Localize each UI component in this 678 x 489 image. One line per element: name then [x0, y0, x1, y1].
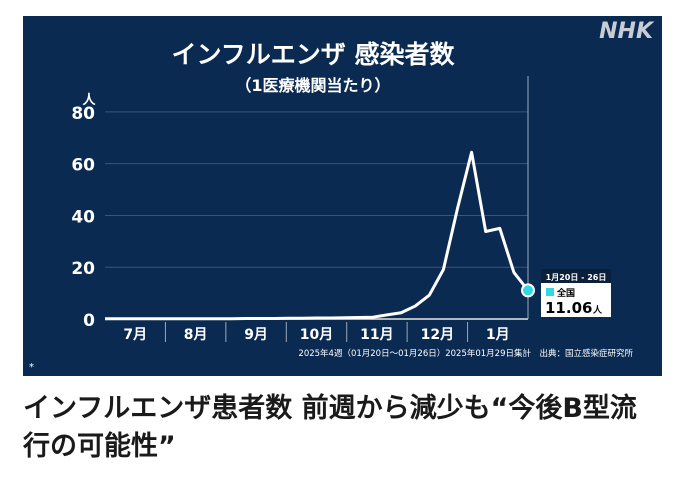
callout-unit: 人 [592, 304, 603, 316]
grid-lines [105, 76, 529, 320]
y-tick-label: 60 [71, 156, 95, 176]
article-headline[interactable]: インフルエンザ患者数 前週から減少も“今後B型流行の可能性” [23, 393, 637, 462]
callout-legend-swatch [546, 288, 554, 296]
month-label: 12月 [421, 327, 454, 343]
nhk-logo: NHK [599, 19, 655, 44]
month-label: 8月 [184, 327, 208, 343]
month-label: 11月 [360, 327, 393, 343]
chart-title: インフルエンザ 感染者数 [172, 40, 456, 69]
source-note: 2025年4週（01月20日〜01月26日）2025年01月29日集計 出典：国… [298, 348, 633, 359]
month-label: 9月 [244, 327, 268, 343]
month-label: 7月 [123, 327, 147, 343]
callout-series-name: 全国 [556, 287, 575, 299]
callout-header-bg [541, 269, 611, 283]
y-tick-label: 20 [71, 259, 95, 279]
chart-panel: インフルエンザ 感染者数 （1医療機関当たり） NHK 人 7月 8月 9月 10月 1… [23, 16, 662, 376]
callout-period: 1月20日 - 26日 [546, 273, 607, 282]
month-label: 1月 [486, 327, 510, 343]
chart-subtitle: （1医療機関当たり） [235, 76, 390, 95]
chart-svg: インフルエンザ 感染者数 （1医療機関当たり） NHK 人 7月 8月 9月 10月 1… [29, 19, 655, 373]
y-axis-unit: 人 [82, 92, 96, 108]
series-line [105, 150, 530, 321]
callout-value: 11.06 [545, 299, 592, 317]
y-tick-label: 40 [71, 207, 95, 227]
y-tick-labels: 0 20 40 60 80 [71, 104, 95, 331]
latest-point-marker [521, 283, 535, 298]
y-tick-label: 80 [71, 104, 95, 124]
y-tick-label: 0 [83, 311, 95, 331]
callout-box: 1月20日 - 26日 全国 11.06 人 [541, 269, 611, 317]
month-labels: 7月 8月 9月 10月 11月 12月 1月 [123, 322, 510, 343]
month-label: 10月 [300, 327, 333, 343]
plot-area [105, 150, 535, 321]
footnote-mark: * [29, 362, 34, 373]
